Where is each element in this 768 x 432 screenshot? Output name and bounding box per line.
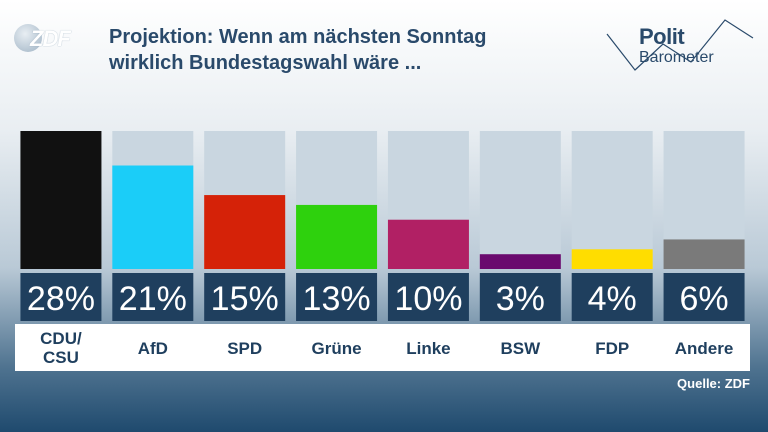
category-label: CDU/CSU <box>40 329 82 367</box>
category-label: Andere <box>675 339 734 358</box>
bar <box>479 254 561 269</box>
value-label-box <box>387 273 469 321</box>
value-label-box <box>20 273 102 321</box>
bar <box>204 195 286 269</box>
category-label: BSW <box>500 339 541 358</box>
bar <box>296 204 378 269</box>
chart-title: Projektion: Wenn am nächsten Sonntag wir… <box>109 24 569 76</box>
politbarometer-line1: Polit <box>639 24 685 49</box>
value-label: 3% <box>496 280 545 318</box>
zdf-logo-text: ZDF <box>30 26 71 51</box>
bar <box>387 219 469 269</box>
value-label: 15% <box>211 280 279 318</box>
value-label: 4% <box>588 280 637 318</box>
chart-title-line-2: wirklich Bundestagswahl wäre ... <box>109 52 422 74</box>
chart-title-line-1: Projektion: Wenn am nächsten Sonntag <box>109 26 487 48</box>
zdf-logo: ZDF <box>14 24 76 52</box>
value-label: 28% <box>27 280 95 318</box>
value-label: 13% <box>303 280 371 318</box>
bar <box>571 249 653 269</box>
politbarometer-zigzag-icon <box>606 19 754 71</box>
value-label: 21% <box>119 280 187 318</box>
bar <box>112 165 194 269</box>
bar <box>20 131 102 269</box>
category-strip <box>15 324 750 371</box>
bar-track <box>479 131 561 269</box>
zdf-logo-circle <box>14 24 42 52</box>
value-label: 10% <box>394 280 462 318</box>
politbarometer-line2: Barometer <box>639 49 714 66</box>
value-label-box <box>479 273 561 321</box>
category-label: Linke <box>406 339 450 358</box>
category-label: AfD <box>138 339 168 358</box>
category-label: FDP <box>595 339 629 358</box>
source-label: Quelle: ZDF <box>677 376 750 391</box>
value-label-box <box>571 273 653 321</box>
value-label-box <box>296 273 378 321</box>
politbarometer-logo: Polit Barometer <box>605 14 755 74</box>
value-label: 6% <box>679 280 728 318</box>
value-label-box <box>663 273 745 321</box>
value-label-box <box>112 273 194 321</box>
bar-track <box>571 131 653 269</box>
value-label-box <box>204 273 286 321</box>
category-label: SPD <box>227 339 262 358</box>
bar <box>663 239 745 269</box>
category-label: Grüne <box>312 339 362 358</box>
